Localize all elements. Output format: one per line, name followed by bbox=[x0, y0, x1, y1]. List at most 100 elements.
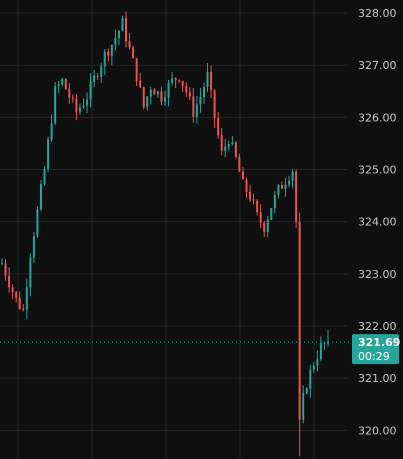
candle-body bbox=[202, 87, 205, 98]
candle-body bbox=[213, 90, 216, 118]
candle-body bbox=[50, 123, 53, 140]
candle-body bbox=[277, 185, 280, 196]
candle-body bbox=[132, 47, 135, 59]
candle-body bbox=[160, 91, 163, 102]
candle-body bbox=[25, 287, 28, 310]
candle-body bbox=[266, 219, 269, 233]
candle-body bbox=[82, 105, 85, 108]
candle-body bbox=[64, 78, 67, 90]
candle-body bbox=[327, 342, 329, 344]
price-axis[interactable]: 328.00 327.00 326.00 325.00 324.00 323.00 322.… bbox=[358, 7, 397, 437]
y-tick-label: 320.00 bbox=[358, 424, 397, 437]
candle-body bbox=[256, 200, 259, 213]
candle-body bbox=[309, 369, 312, 389]
candle-body bbox=[206, 71, 209, 88]
candle-body bbox=[75, 98, 78, 113]
candle-body bbox=[93, 75, 96, 82]
candle-body bbox=[128, 41, 131, 48]
candle-body bbox=[185, 86, 188, 93]
candle-body bbox=[43, 168, 46, 185]
candle-body bbox=[149, 89, 152, 97]
candle-body bbox=[110, 44, 113, 56]
candle-body bbox=[156, 91, 159, 95]
candle-body bbox=[1, 263, 3, 265]
candle-body bbox=[22, 308, 25, 310]
candle-body bbox=[263, 222, 266, 233]
candle-body bbox=[68, 89, 71, 98]
candle-body bbox=[146, 96, 149, 107]
candle-body bbox=[107, 51, 110, 56]
candle-body bbox=[57, 84, 60, 87]
candle-body bbox=[280, 185, 283, 189]
candle-body bbox=[188, 92, 191, 97]
candle-body bbox=[11, 287, 14, 293]
candle-body bbox=[316, 359, 319, 366]
candle-body bbox=[252, 199, 255, 201]
candle-body bbox=[238, 156, 241, 172]
candle-body bbox=[117, 30, 120, 39]
candle-body bbox=[298, 221, 301, 420]
candle-body bbox=[224, 146, 227, 151]
last-price-tag-background bbox=[352, 334, 399, 365]
y-tick-label: 324.00 bbox=[358, 216, 397, 229]
candle-body bbox=[71, 97, 74, 99]
candle-body bbox=[284, 184, 287, 189]
candle-body bbox=[217, 117, 220, 136]
bar-countdown: 00:29 bbox=[358, 350, 390, 363]
candle-body bbox=[153, 89, 156, 95]
candles bbox=[1, 11, 329, 457]
candle-body bbox=[18, 297, 21, 309]
candle-body bbox=[259, 212, 262, 223]
candle-body bbox=[295, 171, 298, 222]
last-price-value: 321.69 bbox=[358, 336, 400, 349]
candle-body bbox=[103, 51, 106, 67]
grid bbox=[0, 0, 347, 459]
candle-body bbox=[54, 86, 57, 124]
candle-body bbox=[288, 180, 291, 185]
candle-body bbox=[121, 18, 124, 31]
candle-body bbox=[302, 393, 305, 420]
candle-body bbox=[195, 104, 198, 117]
candle-body bbox=[100, 66, 103, 77]
y-tick-label: 326.00 bbox=[358, 111, 397, 124]
candle-body bbox=[270, 208, 273, 220]
y-tick-label: 328.00 bbox=[358, 7, 397, 20]
candle-body bbox=[125, 18, 128, 42]
candle-body bbox=[4, 263, 7, 276]
candle-body bbox=[164, 97, 166, 102]
candle-body bbox=[178, 80, 181, 82]
y-tick-label: 322.00 bbox=[358, 320, 397, 333]
candle-body bbox=[96, 75, 99, 77]
candle-body bbox=[181, 80, 184, 87]
candle-body bbox=[241, 171, 244, 180]
candle-body bbox=[273, 195, 276, 209]
y-tick-label: 323.00 bbox=[358, 268, 397, 281]
candle-body bbox=[8, 275, 11, 288]
y-tick-label: 325.00 bbox=[358, 164, 397, 177]
candle-body bbox=[135, 58, 138, 81]
candle-body bbox=[174, 78, 177, 81]
candle-body bbox=[15, 292, 18, 298]
candle-body bbox=[220, 135, 223, 151]
candle-body bbox=[249, 191, 252, 200]
candle-body bbox=[32, 236, 35, 258]
candle-body bbox=[245, 179, 248, 192]
candle-body bbox=[234, 142, 237, 157]
candle-body bbox=[29, 257, 32, 288]
candle-body bbox=[312, 365, 315, 370]
candle-body bbox=[139, 80, 142, 88]
candle-body bbox=[323, 343, 326, 345]
candle-body bbox=[291, 171, 294, 181]
candle-body bbox=[142, 87, 145, 107]
candle-body bbox=[114, 38, 117, 45]
candle-body bbox=[210, 71, 213, 91]
candle-body bbox=[231, 142, 234, 144]
candle-body bbox=[305, 388, 308, 394]
candle-body bbox=[47, 139, 50, 169]
candle-body bbox=[86, 99, 89, 106]
y-tick-label: 327.00 bbox=[358, 59, 397, 72]
candle-body bbox=[36, 209, 39, 237]
last-price-tag: 321.69 00:29 bbox=[352, 334, 400, 365]
